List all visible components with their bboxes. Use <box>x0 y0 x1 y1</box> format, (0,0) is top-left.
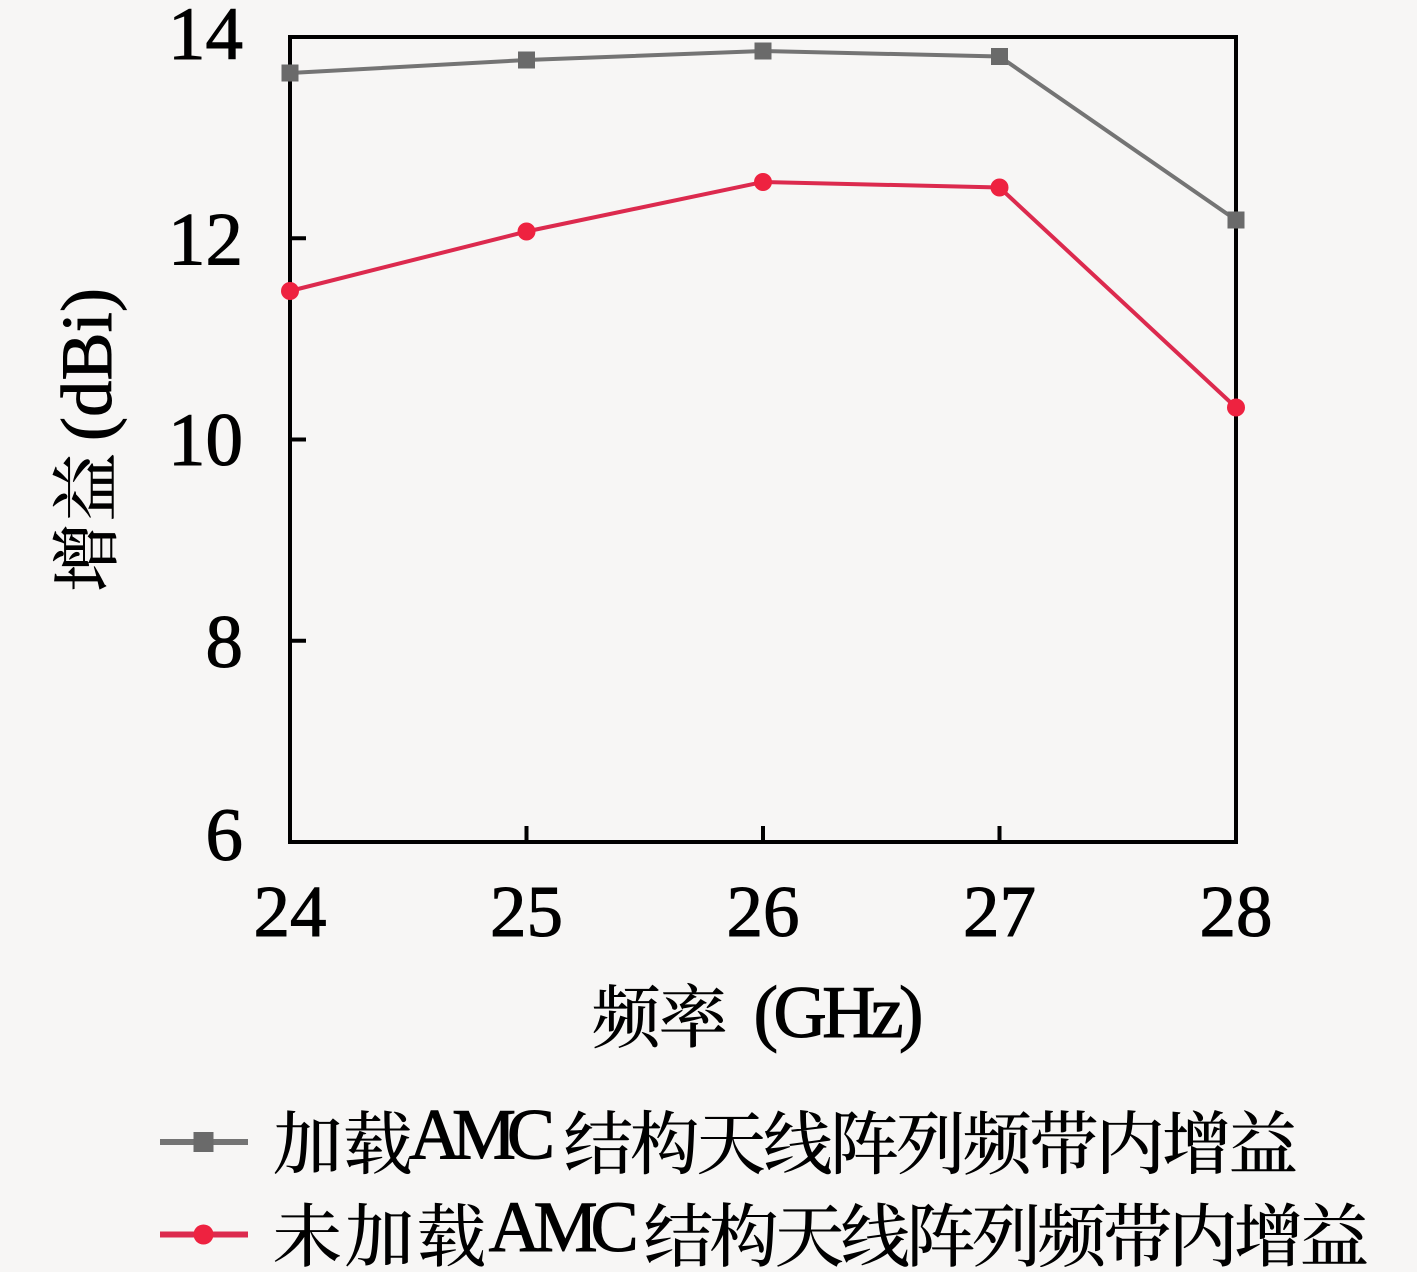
svg-text:(GHz): (GHz) <box>754 972 924 1054</box>
svg-text:28: 28 <box>1200 871 1273 952</box>
svg-text:AMC: AMC <box>409 1095 555 1175</box>
svg-text:25: 25 <box>490 871 563 952</box>
svg-text:10: 10 <box>168 399 243 482</box>
svg-text:8: 8 <box>206 601 244 684</box>
svg-text:24: 24 <box>254 871 327 952</box>
svg-text:27: 27 <box>963 871 1036 952</box>
svg-text:AMC: AMC <box>489 1187 639 1267</box>
svg-text:14: 14 <box>168 0 243 76</box>
svg-text:(dBi): (dBi) <box>47 288 127 441</box>
svg-text:6: 6 <box>206 794 244 877</box>
svg-text:12: 12 <box>168 198 243 281</box>
svg-text:26: 26 <box>727 871 800 952</box>
